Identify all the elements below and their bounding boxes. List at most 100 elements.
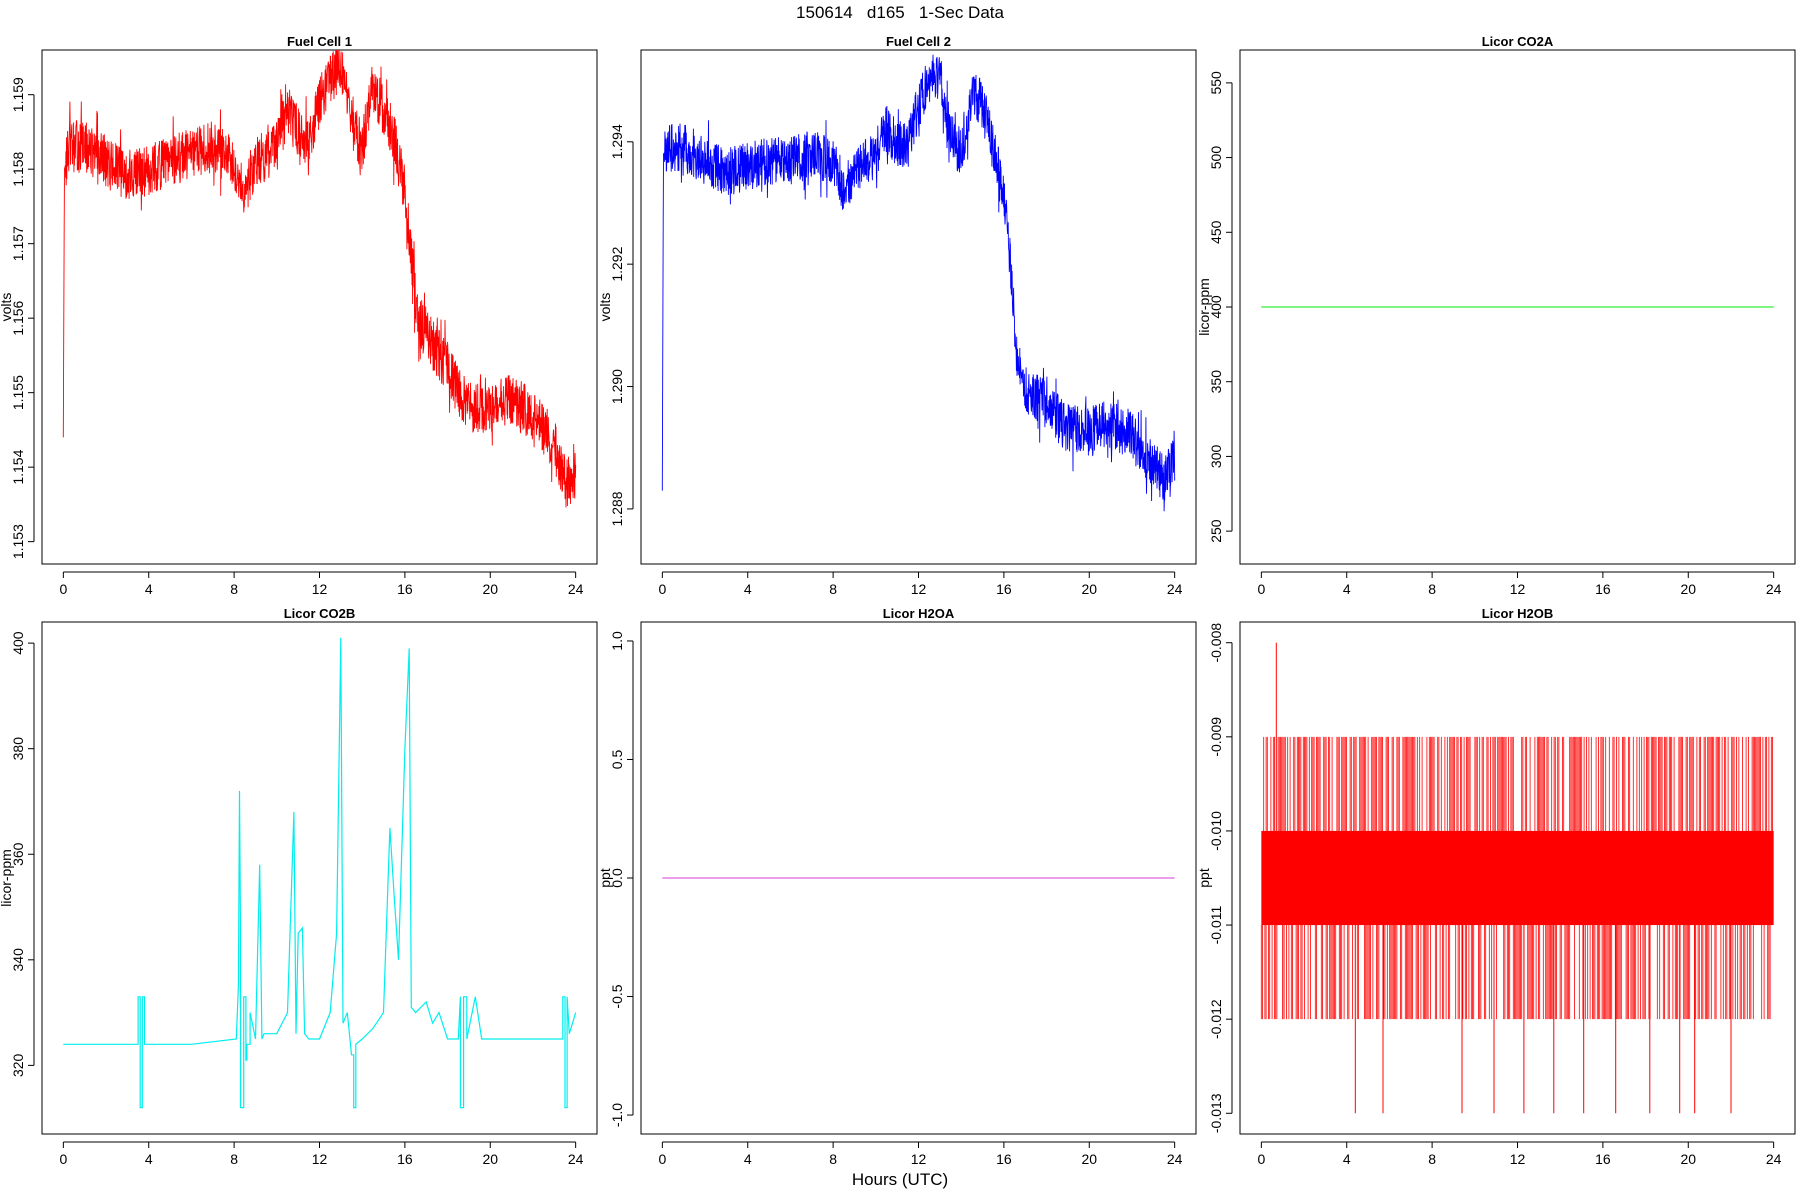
y-tick-label: 400 bbox=[10, 631, 26, 655]
x-tick-label: 20 bbox=[1081, 1151, 1097, 1167]
chart-panel-5: Licor H2OA ppt 0 4 8 12 16 20 24 -1.0 -0.5 0.0 0.5 1.… bbox=[597, 606, 1197, 1167]
y-tick-label: 500 bbox=[1208, 146, 1224, 170]
series-line bbox=[62, 50, 577, 508]
y-tick-label: 1.0 bbox=[609, 631, 625, 651]
x-tick-label: 24 bbox=[1167, 581, 1183, 597]
x-tick-label: 20 bbox=[1081, 581, 1097, 597]
plot-frame bbox=[1239, 49, 1796, 565]
x-tick-label: 8 bbox=[230, 581, 238, 597]
x-tick-label: 12 bbox=[312, 581, 328, 597]
x-tick-label: 12 bbox=[1510, 1151, 1526, 1167]
series-line bbox=[63, 637, 577, 1109]
x-tick-label: 16 bbox=[996, 581, 1012, 597]
y-tick-label: -0.5 bbox=[609, 984, 625, 1008]
y-tick-label: 250 bbox=[1208, 519, 1224, 543]
x-tick-label: 0 bbox=[1257, 1151, 1265, 1167]
plot-frame bbox=[41, 49, 598, 565]
plot-frame bbox=[1239, 621, 1796, 1135]
y-tick-label: 380 bbox=[10, 737, 26, 761]
panel-title: Fuel Cell 2 bbox=[886, 34, 951, 49]
y-axis-label: volts bbox=[597, 293, 613, 322]
x-tick-label: 24 bbox=[1167, 1151, 1183, 1167]
x-tick-label: 16 bbox=[1595, 1151, 1611, 1167]
panel-title: Fuel Cell 1 bbox=[287, 34, 352, 49]
x-tick-label: 0 bbox=[1257, 581, 1265, 597]
plot-area bbox=[62, 50, 577, 508]
y-tick-label: 400 bbox=[1208, 295, 1224, 319]
plot-frame bbox=[640, 49, 1197, 565]
x-tick-label: 12 bbox=[911, 1151, 927, 1167]
x-tick-label: 16 bbox=[397, 1151, 413, 1167]
y-tick-label: 300 bbox=[1208, 445, 1224, 469]
y-tick-label: 1.156 bbox=[10, 300, 26, 335]
y-tick-label: 1.153 bbox=[10, 524, 26, 559]
plot-area bbox=[1260, 642, 1774, 1114]
series-spikes bbox=[1275, 642, 1732, 1114]
chart-panel-1: Fuel Cell 1 volts 0 4 8 12 16 20 24 1.153 1.154 1.1… bbox=[0, 34, 598, 597]
y-tick-label: 1.292 bbox=[609, 246, 625, 281]
plot-frame bbox=[41, 621, 598, 1135]
y-tick-label: 350 bbox=[1208, 370, 1224, 394]
chart-panel-2: Fuel Cell 2 volts 0 4 8 12 16 20 24 1.288 1.290 1.2… bbox=[597, 34, 1197, 597]
figure-title: 150614 d165 1-Sec Data bbox=[796, 3, 1004, 22]
x-tick-label: 12 bbox=[911, 581, 927, 597]
plot-area bbox=[63, 637, 577, 1109]
x-tick-label: 8 bbox=[829, 1151, 837, 1167]
x-tick-label: 4 bbox=[1343, 1151, 1351, 1167]
y-tick-label: 1.288 bbox=[609, 491, 625, 526]
x-tick-label: 0 bbox=[59, 1151, 67, 1167]
y-tick-label: 1.159 bbox=[10, 77, 26, 112]
x-tick-label: 4 bbox=[744, 1151, 752, 1167]
y-tick-label: 1.157 bbox=[10, 226, 26, 261]
x-tick-label: 16 bbox=[1595, 581, 1611, 597]
y-tick-label: 1.154 bbox=[10, 449, 26, 484]
y-tick-label: -0.013 bbox=[1208, 1093, 1224, 1133]
x-tick-label: 4 bbox=[1343, 581, 1351, 597]
panel-title: Licor H2OA bbox=[883, 606, 955, 621]
y-tick-label: 0.0 bbox=[609, 868, 625, 888]
chart-panel-6: Licor H2OB ppt 0 4 8 12 16 20 24 -0.013 -0.012 -0.0… bbox=[1196, 606, 1796, 1167]
y-axis-label: licor-ppm bbox=[1196, 278, 1212, 336]
x-tick-label: 20 bbox=[482, 581, 498, 597]
chart-panel-4: Licor CO2B licor-ppm 0 4 8 12 16 20 24 320 340 360 3… bbox=[0, 606, 598, 1167]
y-axis-label: ppt bbox=[1196, 868, 1212, 888]
x-tick-label: 24 bbox=[568, 1151, 584, 1167]
x-tick-label: 12 bbox=[312, 1151, 328, 1167]
chart-panel-3: Licor CO2A licor-ppm 0 4 8 12 16 20 24 250 300 350 4… bbox=[1196, 34, 1796, 597]
x-tick-label: 0 bbox=[59, 581, 67, 597]
x-tick-label: 20 bbox=[482, 1151, 498, 1167]
y-tick-label: 360 bbox=[10, 842, 26, 866]
x-tick-label: 16 bbox=[996, 1151, 1012, 1167]
y-tick-label: 450 bbox=[1208, 220, 1224, 244]
y-tick-label: 320 bbox=[10, 1053, 26, 1077]
x-tick-label: 24 bbox=[1766, 581, 1782, 597]
x-tick-label: 20 bbox=[1680, 581, 1696, 597]
y-tick-label: 1.155 bbox=[10, 375, 26, 410]
y-axis-label: volts bbox=[0, 293, 14, 322]
plot-frame bbox=[640, 621, 1197, 1135]
x-tick-label: 20 bbox=[1680, 1151, 1696, 1167]
series-line bbox=[661, 54, 1176, 512]
y-tick-label: -0.011 bbox=[1208, 906, 1224, 945]
y-axis-label: ppt bbox=[597, 868, 613, 888]
x-axis-title: Hours (UTC) bbox=[851, 1170, 949, 1189]
x-tick-label: 8 bbox=[1428, 1151, 1436, 1167]
y-tick-label: 1.290 bbox=[609, 369, 625, 404]
x-tick-label: 4 bbox=[744, 581, 752, 597]
series-band bbox=[1261, 830, 1774, 926]
x-tick-label: 4 bbox=[145, 1151, 153, 1167]
x-tick-label: 16 bbox=[397, 581, 413, 597]
x-tick-label: 0 bbox=[658, 1151, 666, 1167]
x-tick-label: 8 bbox=[230, 1151, 238, 1167]
y-tick-label: 1.294 bbox=[609, 124, 625, 159]
y-tick-label: 1.158 bbox=[10, 151, 26, 186]
panel-title: Licor CO2A bbox=[1482, 34, 1554, 49]
x-tick-label: 4 bbox=[145, 581, 153, 597]
panel-title: Licor CO2B bbox=[284, 606, 356, 621]
series-flicker bbox=[1260, 736, 1773, 1020]
y-tick-label: -0.012 bbox=[1208, 999, 1224, 1039]
y-tick-label: -0.010 bbox=[1208, 811, 1224, 851]
x-tick-label: 24 bbox=[568, 581, 584, 597]
y-tick-label: -0.008 bbox=[1208, 623, 1224, 663]
